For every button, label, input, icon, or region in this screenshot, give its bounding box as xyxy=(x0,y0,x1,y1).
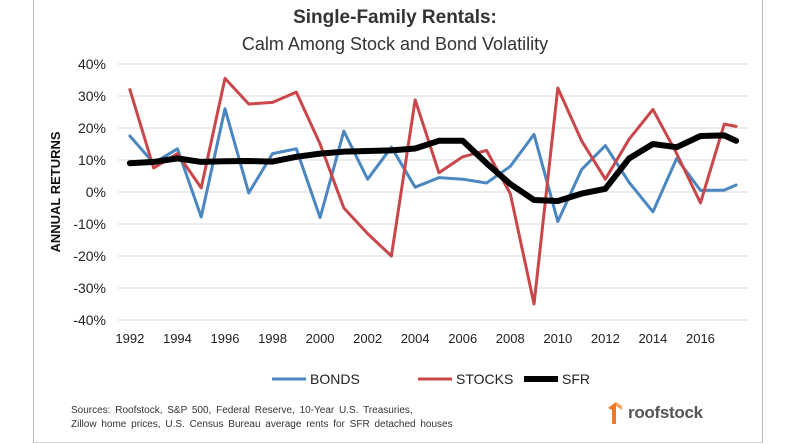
source-line-2: Zillow home prices, U.S. Census Bureau a… xyxy=(71,419,453,430)
x-tick-label: 2016 xyxy=(686,331,715,346)
y-tick-label: 20% xyxy=(78,120,106,136)
y-axis-label: ANNUAL RETURNS xyxy=(48,131,63,252)
y-tick-label: 40% xyxy=(78,56,106,72)
y-tick-label: 0% xyxy=(86,184,106,200)
y-tick-label: -10% xyxy=(73,216,106,232)
y-tick-label: 30% xyxy=(78,88,106,104)
series-line-stocks xyxy=(128,76,738,306)
y-tick-label: -40% xyxy=(73,312,106,328)
roofstock-logo-text: roofstock xyxy=(628,403,703,422)
roofstock-logo: roofstock xyxy=(606,398,703,428)
x-tick-label: 1992 xyxy=(115,331,144,346)
series-lines xyxy=(126,76,740,306)
y-tick-label: 10% xyxy=(78,152,106,168)
legend-label-stocks: STOCKS xyxy=(456,371,513,387)
x-tick-label: 2012 xyxy=(591,331,620,346)
series-line-bonds xyxy=(128,107,738,223)
source-line-1: Sources: Roofstock, S&P 500, Federal Res… xyxy=(71,405,413,416)
y-axis-ticks: 40% 30% 20% 10% 0% -10% -20% -30% -40% xyxy=(73,56,106,328)
legend: BONDS STOCKS SFR xyxy=(272,371,590,387)
x-tick-label: 1998 xyxy=(258,331,287,346)
x-tick-label: 2004 xyxy=(401,331,430,346)
legend-label-sfr: SFR xyxy=(562,371,590,387)
legend-label-bonds: BONDS xyxy=(310,371,360,387)
x-tick-label: 1996 xyxy=(211,331,240,346)
chart-frame xyxy=(33,0,763,443)
y-tick-label: -30% xyxy=(73,280,106,296)
x-axis-ticks: 1992 1994 1996 1998 2000 2002 2004 2006 2008 2010… xyxy=(115,331,714,346)
source-note: Sources: Roofstock, S&P 500, Federal Res… xyxy=(71,404,453,432)
x-tick-label: 2014 xyxy=(638,331,667,346)
x-tick-label: 2002 xyxy=(353,331,382,346)
x-tick-label: 1994 xyxy=(163,331,192,346)
chart-title: Single-Family Rentals: xyxy=(293,7,497,28)
x-tick-label: 2008 xyxy=(496,331,525,346)
y-tick-label: -20% xyxy=(73,248,106,264)
roofstock-logo-icon xyxy=(608,402,622,424)
x-tick-label: 2006 xyxy=(448,331,477,346)
chart-subtitle: Calm Among Stock and Bond Volatility xyxy=(241,34,549,54)
series-line-sfr xyxy=(126,132,740,204)
gridlines xyxy=(118,63,748,321)
x-tick-label: 2000 xyxy=(306,331,335,346)
x-tick-label: 2010 xyxy=(543,331,572,346)
